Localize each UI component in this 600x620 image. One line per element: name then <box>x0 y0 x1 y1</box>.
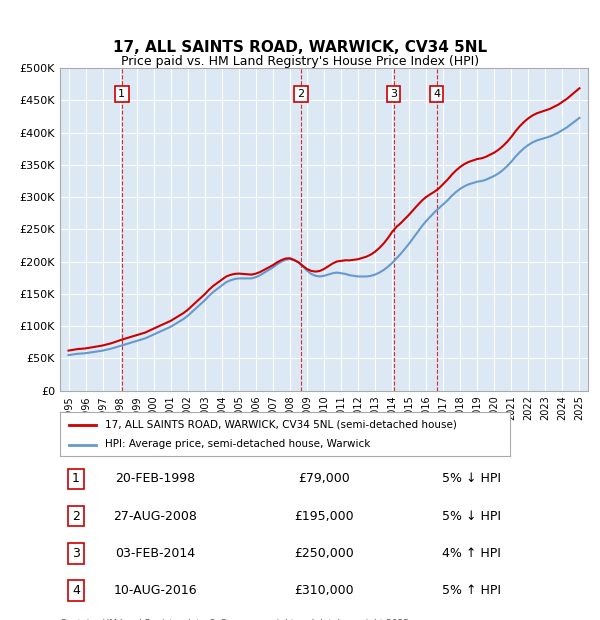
Text: 4: 4 <box>433 89 440 99</box>
Text: 17, ALL SAINTS ROAD, WARWICK, CV34 5NL: 17, ALL SAINTS ROAD, WARWICK, CV34 5NL <box>113 40 487 55</box>
Text: 5% ↓ HPI: 5% ↓ HPI <box>442 510 502 523</box>
Text: 1: 1 <box>118 89 125 99</box>
Text: Price paid vs. HM Land Registry's House Price Index (HPI): Price paid vs. HM Land Registry's House … <box>121 55 479 68</box>
Text: 4: 4 <box>72 584 80 597</box>
Text: 10-AUG-2016: 10-AUG-2016 <box>113 584 197 597</box>
Text: 2: 2 <box>298 89 305 99</box>
Text: £250,000: £250,000 <box>294 547 354 560</box>
Text: HPI: Average price, semi-detached house, Warwick: HPI: Average price, semi-detached house,… <box>105 439 370 449</box>
Text: 2: 2 <box>72 510 80 523</box>
Text: 5% ↑ HPI: 5% ↑ HPI <box>442 584 502 597</box>
Text: 1: 1 <box>72 472 80 485</box>
Text: 4% ↑ HPI: 4% ↑ HPI <box>442 547 501 560</box>
Text: 5% ↓ HPI: 5% ↓ HPI <box>442 472 502 485</box>
Text: 3: 3 <box>390 89 397 99</box>
Text: £79,000: £79,000 <box>298 472 350 485</box>
Text: 27-AUG-2008: 27-AUG-2008 <box>113 510 197 523</box>
Text: Contains HM Land Registry data © Crown copyright and database right 2025.
This d: Contains HM Land Registry data © Crown c… <box>60 619 412 620</box>
Text: £195,000: £195,000 <box>294 510 354 523</box>
Text: 20-FEB-1998: 20-FEB-1998 <box>115 472 195 485</box>
Text: 3: 3 <box>72 547 80 560</box>
Text: £310,000: £310,000 <box>294 584 354 597</box>
Text: 03-FEB-2014: 03-FEB-2014 <box>115 547 195 560</box>
Text: 17, ALL SAINTS ROAD, WARWICK, CV34 5NL (semi-detached house): 17, ALL SAINTS ROAD, WARWICK, CV34 5NL (… <box>105 420 457 430</box>
